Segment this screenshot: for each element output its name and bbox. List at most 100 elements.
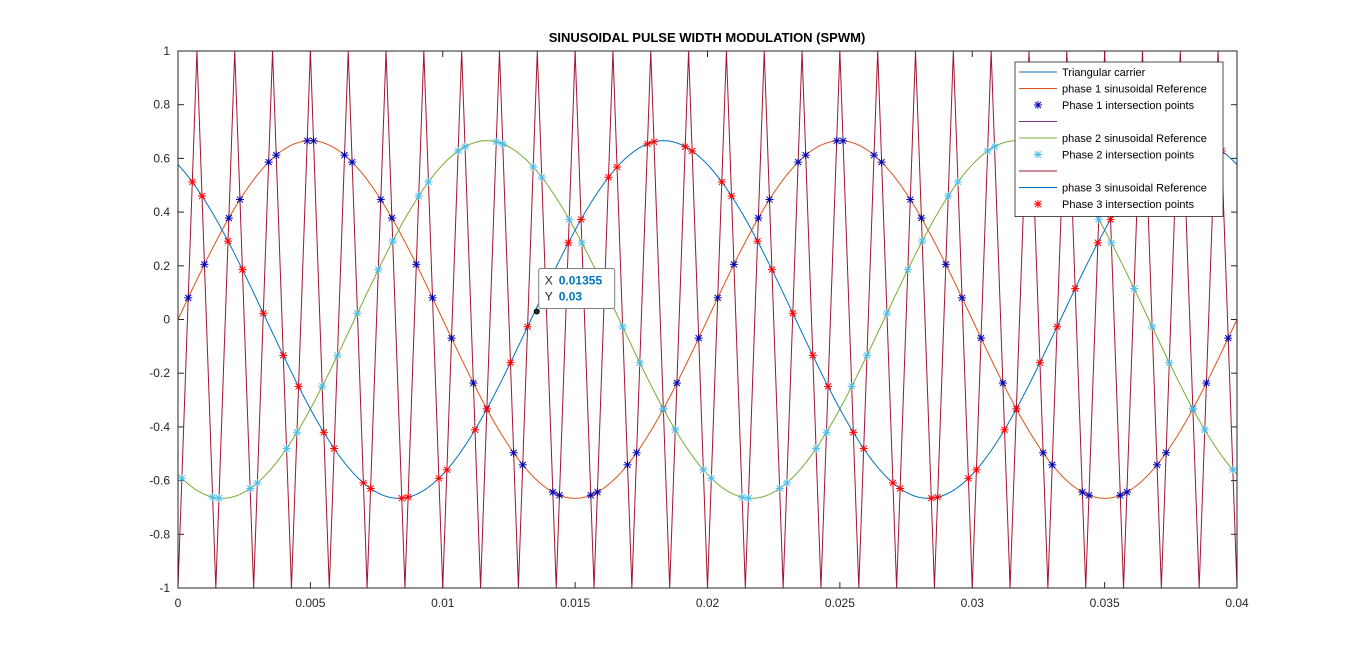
intersection-point (604, 173, 613, 182)
legend-marker-swatch (1034, 101, 1042, 109)
legend-label: Phase 1 intersection points (1062, 100, 1195, 112)
intersection-point (537, 173, 546, 182)
intersection-point (577, 238, 586, 247)
intersection-point (470, 425, 479, 434)
intersection-point (200, 260, 209, 269)
intersection-point (794, 158, 803, 167)
intersection-point (348, 158, 357, 167)
y-tick-label: -0.4 (149, 420, 170, 434)
intersection-point (482, 404, 491, 413)
legend-entry[interactable]: Phase 2 intersection points (1034, 150, 1195, 162)
intersection-point (498, 139, 507, 148)
intersection-point (259, 309, 268, 318)
intersection-point (618, 322, 627, 331)
datatip-x-label: X (545, 273, 553, 287)
intersection-point (376, 195, 385, 204)
intersection-point (184, 293, 193, 302)
legend-entry[interactable]: Triangular carrier (1019, 67, 1146, 79)
intersection-point (188, 177, 197, 186)
intersection-point (972, 465, 981, 474)
intersection-point (738, 493, 747, 502)
intersection-point (713, 293, 722, 302)
intersection-point (958, 293, 967, 302)
y-tick-label: 0.2 (153, 259, 170, 273)
intersection-point (224, 214, 233, 223)
intersection-point (744, 494, 753, 503)
intersection-point (1162, 448, 1171, 457)
intersection-point (917, 214, 926, 223)
intersection-point (509, 448, 518, 457)
intersection-point (340, 151, 349, 160)
intersection-point (824, 382, 833, 391)
intersection-point (918, 237, 927, 246)
legend-entry[interactable]: phase 1 sinusoidal Reference (1019, 84, 1207, 96)
intersection-point (1224, 334, 1233, 343)
intersection-point (903, 265, 912, 274)
intersection-point (292, 428, 301, 437)
intersection-point (1165, 358, 1174, 367)
intersection-point (859, 444, 868, 453)
intersection-point (442, 465, 451, 474)
intersection-point (279, 351, 288, 360)
x-tick-label: 0.015 (560, 596, 590, 610)
intersection-point (353, 309, 362, 318)
y-tick-label: -1 (159, 581, 170, 595)
intersection-point (1084, 491, 1093, 500)
intersection-point (849, 428, 858, 437)
legend[interactable]: Triangular carrier phase 1 sinusoidal Ref… (1014, 61, 1224, 217)
intersection-point (593, 488, 602, 497)
legend-entry[interactable]: Phase 3 intersection points (1034, 199, 1195, 211)
intersection-point (847, 382, 856, 391)
intersection-point (1148, 322, 1157, 331)
intersection-point (832, 136, 841, 145)
datatip-box[interactable] (538, 267, 616, 309)
triangular-carrier-line (178, 51, 1237, 588)
intersection-point (649, 137, 658, 146)
legend-entry[interactable]: Phase 1 intersection points (1034, 100, 1195, 112)
intersection-point (333, 351, 342, 360)
x-tick-label: 0.03 (961, 596, 985, 610)
x-tick-label: 0.025 (825, 596, 855, 610)
intersection-point (983, 146, 992, 155)
intersection-point (671, 425, 680, 434)
legend-entry[interactable]: phase 2 sinusoidal Reference (1019, 133, 1207, 145)
intersection-point (434, 474, 443, 483)
intersection-point (753, 237, 762, 246)
intersection-point (1153, 460, 1162, 469)
intersection-point (469, 379, 478, 388)
datatip[interactable]: X 0.01355 Y 0.03 (533, 267, 616, 315)
legend-entry[interactable]: phase 3 sinusoidal Reference (1019, 183, 1207, 195)
intersection-point (330, 444, 339, 453)
intersection-point (1107, 238, 1116, 247)
intersection-point (1012, 404, 1021, 413)
legend-label: phase 1 sinusoidal Reference (1062, 84, 1207, 96)
intersection-point (506, 358, 515, 367)
intersection-point (877, 158, 886, 167)
axes[interactable]: 0 0.005 0.01 0.015 0.02 0.025 0.03 0.035 0.04 -1 -… (149, 44, 1249, 610)
intersection-point (282, 444, 291, 453)
y-tick-label: 1 (163, 44, 170, 58)
intersection-point (235, 195, 244, 204)
intersection-point (822, 428, 831, 437)
datatip-anchor-point[interactable] (533, 308, 540, 315)
intersection-point (208, 493, 217, 502)
intersection-point (424, 177, 433, 186)
datatip-x-value: 0.01355 (559, 273, 603, 287)
intersection-point (1093, 238, 1102, 247)
intersection-point (717, 177, 726, 186)
intersection-point (397, 494, 406, 503)
intersection-point (264, 158, 273, 167)
intersection-point (933, 493, 942, 502)
intersection-point (941, 260, 950, 269)
intersection-point (839, 136, 848, 145)
intersection-point (523, 322, 532, 331)
intersection-point (1200, 425, 1209, 434)
intersection-point (1039, 448, 1048, 457)
intersection-point (862, 351, 871, 360)
intersection-point (699, 465, 708, 474)
intersection-point (944, 192, 953, 201)
intersection-point (1228, 465, 1237, 474)
chart-title: SINUSOIDAL PULSE WIDTH MODULATION (SPWM) (549, 30, 866, 45)
intersection-point (1071, 284, 1080, 293)
intersection-point (366, 484, 375, 493)
